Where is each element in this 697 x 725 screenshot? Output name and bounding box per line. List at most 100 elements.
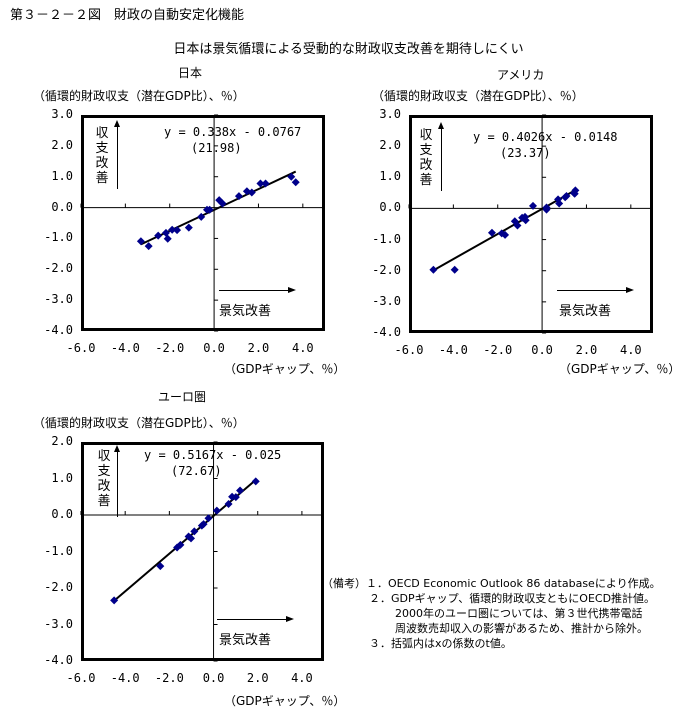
- plot-area: [80, 441, 324, 662]
- y-tick-label: -4.0: [44, 323, 73, 337]
- data-point: [163, 234, 172, 243]
- right-arrow-icon: [217, 616, 294, 622]
- notes: （備考）１．OECD Economic Outlook 86 databaseに…: [322, 576, 661, 651]
- t-value: (23.37): [500, 146, 551, 160]
- data-point: [154, 231, 163, 240]
- x-tick-label: 4.0: [619, 343, 642, 357]
- x-tick-label: -6.0: [66, 341, 96, 355]
- data-point: [287, 172, 296, 181]
- y-tick-label: 2.0: [379, 138, 401, 153]
- y-tick-label: -1.0: [44, 543, 73, 558]
- data-point: [513, 221, 522, 230]
- y-tick-label: -2.0: [372, 262, 401, 277]
- note-item: ３．括弧内はxの係数のt値。: [369, 637, 512, 650]
- data-point: [236, 486, 245, 495]
- t-value: (21.98): [191, 141, 242, 155]
- data-point: [571, 186, 580, 195]
- x-arrow-label: 景気改善: [559, 304, 612, 319]
- data-point: [224, 500, 233, 509]
- data-point: [136, 237, 145, 246]
- chart-title-japan: 日本: [178, 66, 203, 80]
- x-axis-label-japan: （GDPギャップ、％）: [224, 362, 346, 376]
- data-point: [521, 216, 530, 225]
- chart-title-euro: ユーロ圏: [158, 390, 207, 404]
- x-tick-label: 4.0: [291, 671, 313, 685]
- right-arrow-icon: [219, 287, 296, 293]
- data-point: [197, 212, 206, 221]
- scatter-plot-japan: 収支改善 y = 0.338x - 0.0767 (21.98) 景気改善: [80, 114, 325, 332]
- data-point: [173, 543, 182, 552]
- note-item: １．OECD Economic Outlook 86 databaseにより作成…: [366, 577, 661, 590]
- data-point: [173, 226, 182, 235]
- y-tick-label: 3.0: [51, 107, 73, 121]
- data-point: [487, 228, 496, 237]
- y-tick-label: 2.0: [51, 137, 73, 152]
- x-axis-label-euro: （GDPギャップ、％）: [224, 694, 346, 708]
- x-tick-label: -4.0: [110, 341, 140, 355]
- data-point: [528, 201, 537, 210]
- y-tick-label: -3.0: [44, 616, 73, 631]
- data-point: [199, 520, 208, 529]
- x-tick-label: -2.0: [154, 671, 184, 685]
- regression-equation: y = 0.5167x - 0.025: [144, 448, 282, 462]
- y-tick-label: 1.0: [379, 169, 401, 184]
- y-tick-label: 2.0: [51, 434, 73, 448]
- data-point: [234, 192, 243, 201]
- note-item: ２．GDPギャップ、循環的財政収支ともにOECD推計値。: [369, 592, 656, 605]
- y-tick-label: 0.0: [51, 507, 73, 521]
- data-point: [554, 195, 563, 204]
- x-tick-label: 0.0: [531, 343, 553, 357]
- y-tick-label: -1.0: [372, 231, 401, 246]
- up-arrow-icon: [114, 120, 120, 189]
- data-point: [218, 199, 227, 208]
- y-tick-label: -3.0: [372, 293, 401, 308]
- x-tick-label: 0.0: [202, 671, 225, 685]
- data-point: [429, 265, 438, 274]
- data-point: [261, 179, 270, 188]
- data-point: [501, 230, 510, 239]
- data-point: [176, 540, 185, 549]
- x-tick-label: 2.0: [247, 341, 270, 355]
- data-point: [291, 178, 300, 187]
- y-tick-label: -2.0: [44, 580, 73, 594]
- y-arrow-label: 収支改善: [95, 126, 109, 186]
- x-axis-label-usa: （GDPギャップ、％）: [559, 362, 681, 376]
- figure-title: 第３－２－２図 財政の自動安定化機能: [10, 8, 245, 23]
- data-point: [212, 506, 221, 515]
- data-point: [168, 225, 177, 234]
- x-tick-label: 4.0: [291, 341, 314, 355]
- plot-area: [80, 114, 325, 332]
- data-point: [450, 265, 459, 274]
- data-point: [562, 191, 571, 200]
- x-arrow-label: 景気改善: [219, 304, 272, 319]
- regression-equation: y = 0.4026x - 0.0148: [473, 130, 618, 144]
- y-tick-label: -3.0: [44, 292, 73, 307]
- chart-title-usa: アメリカ: [497, 68, 545, 82]
- data-point: [110, 596, 119, 605]
- regression-equation: y = 0.338x - 0.0767: [164, 125, 302, 139]
- plot-area: [408, 114, 653, 334]
- y-tick-label: -1.0: [44, 230, 73, 245]
- data-point: [187, 534, 196, 543]
- y-tick-label: 1.0: [51, 168, 73, 183]
- up-arrow-icon: [114, 445, 120, 517]
- y-axis-label-usa: （循環的財政収支（潜在GDP比）、％）: [372, 89, 584, 103]
- y-axis-label-euro: （循環的財政収支（潜在GDP比）、％）: [33, 416, 245, 430]
- data-point: [256, 179, 265, 188]
- x-tick-label: -6.0: [66, 671, 96, 685]
- data-point: [161, 228, 170, 237]
- up-arrow-icon: [438, 122, 444, 191]
- data-point: [205, 205, 214, 214]
- data-point: [156, 562, 165, 571]
- y-tick-label: -4.0: [44, 653, 73, 667]
- scatter-plot-usa: 収支改善 y = 0.4026x - 0.0148 (23.37) 景気改善: [408, 114, 653, 334]
- data-point: [521, 212, 530, 221]
- data-point: [184, 223, 193, 232]
- x-tick-label: -2.0: [155, 341, 185, 355]
- x-tick-label: 2.0: [575, 343, 598, 357]
- data-point: [184, 532, 193, 541]
- y-tick-label: 0.0: [379, 200, 401, 215]
- y-tick-label: 0.0: [51, 199, 73, 214]
- data-point: [144, 242, 153, 251]
